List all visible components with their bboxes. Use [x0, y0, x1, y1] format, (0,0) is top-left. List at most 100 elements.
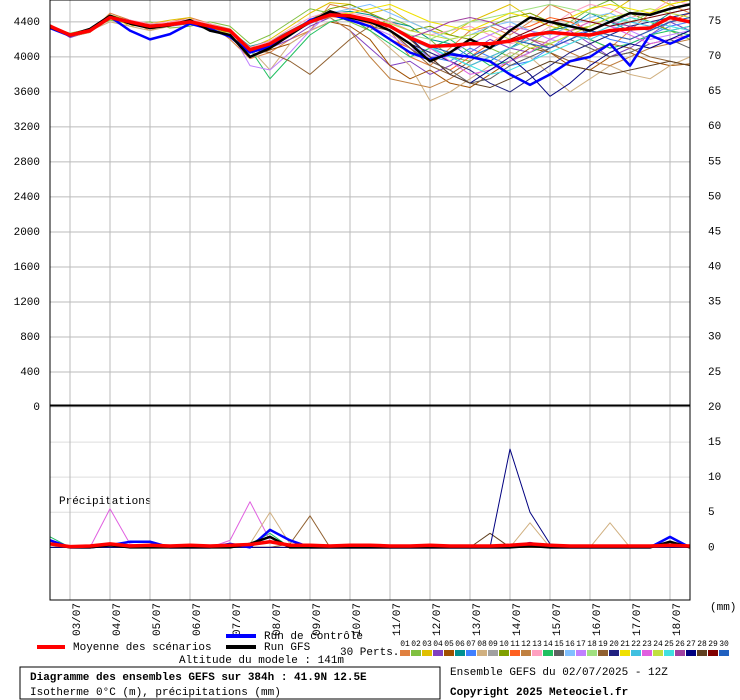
legend-swatch — [532, 650, 542, 656]
panel-frame — [49, 0, 691, 406]
legend-swatch — [488, 650, 498, 656]
legend-swatch — [708, 650, 718, 656]
legend-swatch — [422, 650, 432, 656]
x-tick-label: 14/07 — [512, 603, 524, 636]
y2-tick-label: 25 — [708, 367, 721, 379]
legend-label: 09 — [488, 640, 498, 649]
y-tick-label: 0 — [33, 402, 40, 414]
legend-label: 13 — [532, 640, 542, 649]
y-tick-label: 0 — [708, 542, 715, 554]
legend-swatch — [411, 650, 421, 656]
y-tick-label: 10 — [708, 472, 721, 484]
y2-tick-label: 60 — [708, 121, 721, 133]
legend-label: Moyenne des scénarios — [73, 642, 212, 654]
legend-label: 04 — [433, 640, 443, 649]
legend-label: 22 — [631, 640, 641, 649]
legend-swatch — [565, 650, 575, 656]
caption-title: Diagramme des ensembles GEFS sur 384h : … — [30, 672, 367, 684]
legend-label: 19 — [598, 640, 608, 649]
y2-tick-label: 75 — [708, 16, 721, 28]
y2-tick-label: 35 — [708, 297, 721, 309]
legend-swatch — [433, 650, 443, 656]
legend-swatch — [631, 650, 641, 656]
y-tick-label: 800 — [20, 332, 40, 344]
legend-swatch — [510, 650, 520, 656]
legend-label: 29 — [708, 640, 718, 649]
legend-label: 30 — [719, 640, 729, 649]
legend-label: 05 — [444, 640, 454, 649]
legend-label: 02 — [411, 640, 421, 649]
y2-tick-label: 30 — [708, 332, 721, 344]
series-line — [50, 0, 690, 48]
y2-tick-label: 50 — [708, 191, 721, 203]
legend-label: 01 — [400, 640, 410, 649]
x-tick-label: 07/07 — [232, 603, 244, 636]
x-tick-label: 13/07 — [472, 603, 484, 636]
x-tick-label: 18/07 — [672, 603, 684, 636]
x-tick-label: 05/07 — [152, 603, 164, 636]
y-tick-label: 4000 — [14, 52, 40, 64]
legend-label: 16 — [565, 640, 575, 649]
caption-box — [19, 666, 441, 700]
legend-label: 17 — [576, 640, 586, 649]
legend-swatch — [521, 650, 531, 656]
legend-swatch — [587, 650, 597, 656]
legend-label: 28 — [697, 640, 707, 649]
legend-swatch — [455, 650, 465, 656]
x-tick-label: 12/07 — [432, 603, 444, 636]
y-tick-label: 2800 — [14, 157, 40, 169]
legend-label: 25 — [664, 640, 674, 649]
legend-swatch — [576, 650, 586, 656]
legend-label: 23 — [642, 640, 652, 649]
x-tick-label: 04/07 — [112, 603, 124, 636]
legend-label: 15 — [554, 640, 564, 649]
x-tick-label: 08/07 — [272, 603, 284, 636]
legend-label: 10 — [499, 640, 509, 649]
series-line — [50, 539, 690, 549]
precip-label: Précipitations — [59, 496, 151, 508]
y-tick-label: 4400 — [14, 17, 40, 29]
legend-swatch — [686, 650, 696, 656]
legend-label: 14 — [543, 640, 553, 649]
y-tick-label: 2000 — [14, 227, 40, 239]
y2-tick-label: 70 — [708, 51, 721, 63]
y-tick-label: 20 — [708, 402, 721, 414]
legend-swatch — [609, 650, 619, 656]
legend-swatch — [477, 650, 487, 656]
legend-label: 11 — [510, 640, 520, 649]
legend-label: 20 — [609, 640, 619, 649]
caption-subtitle: Isotherme 0°C (m), précipitations (mm) — [30, 687, 281, 699]
y2-tick-label: 65 — [708, 86, 721, 98]
legend-swatch — [719, 650, 729, 656]
y-tick-label: 2400 — [14, 192, 40, 204]
y-tick-label: 15 — [708, 437, 721, 449]
y2-tick-label: 55 — [708, 156, 721, 168]
legend-label: Run de contrôle — [264, 631, 363, 643]
x-tick-label: 10/07 — [352, 603, 364, 636]
y-tick-label: 3200 — [14, 122, 40, 134]
legend-swatch — [620, 650, 630, 656]
legend-swatch — [499, 650, 509, 656]
y-tick-label: 1600 — [14, 262, 40, 274]
legend-swatch — [697, 650, 707, 656]
legend-label: 07 — [466, 640, 476, 649]
x-tick-label: 11/07 — [392, 603, 404, 636]
copyright: Copyright 2025 Meteociel.fr — [450, 687, 628, 699]
legend-label: 03 — [422, 640, 432, 649]
panel-frame — [49, 405, 691, 601]
bottom-panel — [50, 448, 690, 549]
legend-label: 08 — [477, 640, 487, 649]
y-tick-label: 3600 — [14, 87, 40, 99]
legend-swatch — [554, 650, 564, 656]
x-tick-label: 09/07 — [312, 603, 324, 636]
legend-swatch — [598, 650, 608, 656]
legend-label: 21 — [620, 640, 630, 649]
y-tick-label: 1200 — [14, 297, 40, 309]
run-info: Ensemble GEFS du 02/07/2025 - 12Z — [450, 667, 668, 679]
legend-label: 26 — [675, 640, 685, 649]
legend-label: 27 — [686, 640, 696, 649]
y-tick-label: 5 — [708, 507, 715, 519]
x-tick-label: 06/07 — [192, 603, 204, 636]
x-tick-label: 15/07 — [552, 603, 564, 636]
